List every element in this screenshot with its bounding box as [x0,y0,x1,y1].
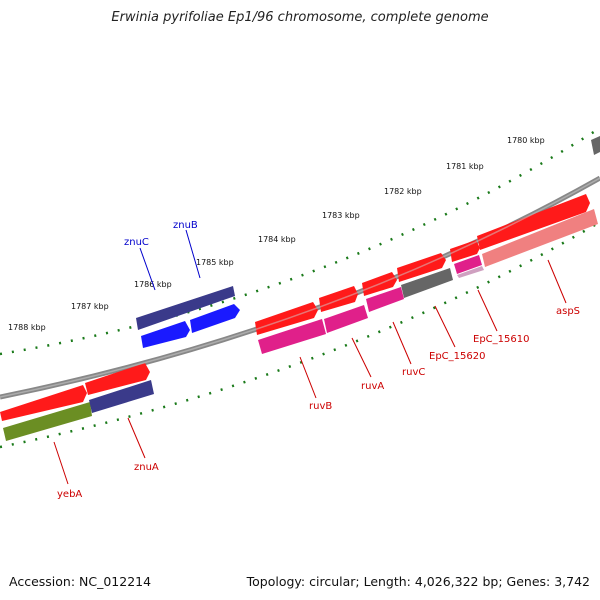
gene-block-EpC_15610[interactable] [454,255,482,274]
ruler-label-1780: 1780 kbp [507,136,545,145]
gene-block-yebA[interactable] [3,402,92,441]
gene-block-edge-gray [591,136,600,155]
gene-block-EpC_15610-cds[interactable] [450,240,480,262]
leader-yebA [53,441,69,485]
leader-aspS [547,259,567,304]
gene-block-znuC-arrow[interactable] [141,321,190,348]
gene-block-EpC_15620[interactable] [401,268,453,298]
gene-block-znuA[interactable] [89,380,154,413]
chromosome-backbone [0,175,600,400]
label-EpC_15610[interactable]: EpC_15610 [473,334,529,345]
gloss-overlay [0,177,600,398]
gene-block-znuC[interactable] [136,286,235,330]
leader-znuC [139,247,156,291]
ruler-label-1785: 1785 kbp [196,258,234,267]
gene-block-aspS[interactable] [482,209,598,267]
ruler-label-1781: 1781 kbp [446,162,484,171]
gene-labels: znuC znuB ruvB ruvA ruvC EpC_15620 EpC_1… [57,220,580,500]
gene-block-znuA-cds[interactable] [85,363,150,395]
leader-EpC_15620 [434,305,456,348]
label-znuC[interactable]: znuC [124,237,149,248]
gene-block-ruvB[interactable] [258,319,326,354]
gene-block-ruvA[interactable] [324,305,368,333]
leader-znuB [185,229,201,279]
ruler-labels: 1780 kbp 1781 kbp 1782 kbp 1783 kbp 1784… [8,136,545,332]
label-yebA[interactable]: yebA [57,489,82,500]
ruler-label-1784: 1784 kbp [258,235,296,244]
ruler-label-1782: 1782 kbp [384,187,422,196]
label-aspS[interactable]: aspS [556,306,580,317]
genome-summary-text: Topology: circular; Length: 4,026,322 bp… [246,574,590,589]
leader-lines [53,229,567,485]
leader-EpC_15610 [477,289,498,332]
label-ruvA[interactable]: ruvA [361,381,384,392]
gene-block-ruvC[interactable] [366,287,404,312]
map-title: Erwinia pyrifoliae Ep1/96 chromosome, co… [111,10,489,25]
ruler-label-1787: 1787 kbp [71,302,109,311]
gene-block-yebA-cds[interactable] [0,385,87,421]
ruler-label-1783: 1783 kbp [322,211,360,220]
label-ruvC[interactable]: ruvC [402,367,425,378]
gene-block-znuB-arrow[interactable] [190,304,240,333]
label-znuA[interactable]: znuA [134,462,159,473]
ruler-label-1788: 1788 kbp [8,323,46,332]
accession-text: Accession: NC_012214 [9,574,152,589]
gene-block-ruvA-cds[interactable] [319,286,358,312]
leader-ruvB [299,356,317,399]
leader-ruvC [392,321,412,365]
leader-znuA [127,417,146,459]
label-ruvB[interactable]: ruvB [309,401,332,412]
gene-block-aspS-cds[interactable] [477,194,590,250]
label-EpC_15620[interactable]: EpC_15620 [429,351,485,362]
gene-block-EpC_15610-tail [457,266,484,278]
label-znuB[interactable]: znuB [173,220,198,231]
inner-gene-track[interactable] [0,363,154,441]
leader-ruvA [351,337,372,378]
